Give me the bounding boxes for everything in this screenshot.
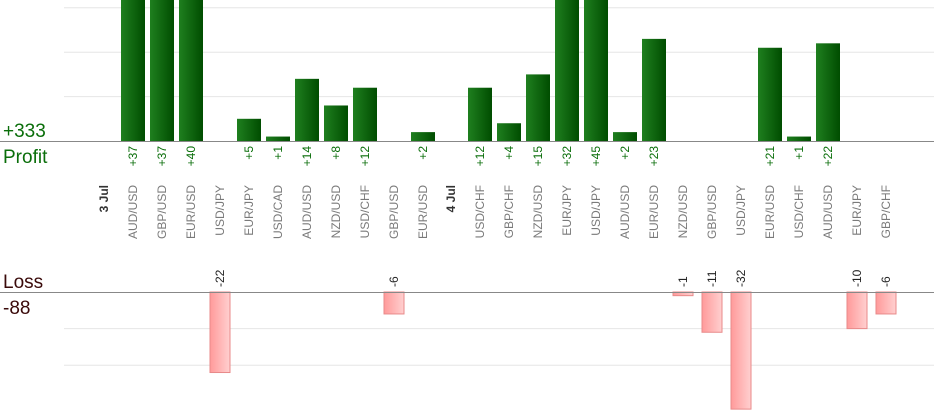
loss-bar xyxy=(383,291,405,315)
category-label: EUR/JPY xyxy=(242,185,256,236)
value-label: +40 xyxy=(184,146,198,167)
profit-bar xyxy=(526,74,550,141)
value-label: +12 xyxy=(358,146,372,167)
value-label: +14 xyxy=(300,146,314,167)
category-label: USD/JPY xyxy=(213,185,227,236)
profit-bar xyxy=(497,123,521,141)
value-label: +37 xyxy=(126,146,140,167)
value-label: +2 xyxy=(416,146,430,160)
category-label: EUR/JPY xyxy=(560,185,574,236)
profit-label: Profit xyxy=(3,147,48,168)
profit-total: +333 xyxy=(3,121,46,142)
profit-bar xyxy=(758,47,782,142)
baselines xyxy=(0,141,934,293)
loss-bar xyxy=(701,291,723,333)
profit-bar xyxy=(150,0,174,141)
loss-bar xyxy=(209,291,231,374)
value-label: +8 xyxy=(329,146,343,160)
category-label: EUR/USD xyxy=(416,185,430,239)
category-label: USD/CHF xyxy=(358,185,372,238)
value-label: +4 xyxy=(502,146,516,160)
category-label: NZD/USD xyxy=(676,185,690,239)
profit-bar xyxy=(295,78,319,141)
profit-bar xyxy=(584,0,608,142)
category-label: USD/CHF xyxy=(792,185,806,238)
profit-bar xyxy=(266,136,290,141)
date-label: 3 Jul xyxy=(97,185,111,212)
category-label: GBP/USD xyxy=(155,185,169,239)
value-label: -32 xyxy=(734,269,748,287)
category-label: USD/JPY xyxy=(589,185,603,236)
profit-bar xyxy=(411,132,435,141)
profit-bar xyxy=(816,43,840,141)
category-label: NZD/USD xyxy=(531,185,545,239)
value-label: +23 xyxy=(647,146,661,167)
profit-bar xyxy=(353,87,377,141)
gridlines xyxy=(64,7,934,366)
category-label: EUR/USD xyxy=(763,185,777,239)
value-label: +5 xyxy=(242,146,256,160)
bars xyxy=(121,0,897,410)
category-label: GBP/CHF xyxy=(502,185,516,238)
value-label: -11 xyxy=(705,270,719,287)
category-label: EUR/JPY xyxy=(850,185,864,236)
loss-label: Loss xyxy=(3,272,43,293)
category-label: EUR/USD xyxy=(184,185,198,239)
category-label: AUD/USD xyxy=(821,185,835,239)
labels: +37 AUD/USD +37 GBP/USD +40 EUR/USD -22 USD/JPY… xyxy=(97,146,893,287)
profit-bar xyxy=(555,0,579,142)
value-label: +15 xyxy=(531,146,545,167)
category-label: GBP/USD xyxy=(705,185,719,239)
value-label: -22 xyxy=(213,269,227,287)
category-label: USD/CHF xyxy=(473,185,487,238)
profit-bar xyxy=(179,0,203,142)
loss-total: -88 xyxy=(3,298,30,319)
profit-bar xyxy=(324,105,348,141)
value-label: +45 xyxy=(589,146,603,167)
value-label: +1 xyxy=(271,146,285,160)
category-label: GBP/CHF xyxy=(879,185,893,238)
value-label: -6 xyxy=(879,276,893,287)
value-label: +37 xyxy=(155,146,169,167)
category-label: NZD/USD xyxy=(329,185,343,239)
loss-bar xyxy=(875,291,897,315)
loss-bar xyxy=(846,291,868,330)
value-label: +21 xyxy=(763,146,777,167)
profit-bar xyxy=(642,38,666,141)
value-label: +22 xyxy=(821,146,835,167)
date-label: 4 Jul xyxy=(444,185,458,212)
category-label: AUD/USD xyxy=(300,185,314,239)
value-label: -1 xyxy=(676,276,690,287)
category-label: AUD/USD xyxy=(126,185,140,239)
value-label: -10 xyxy=(850,269,864,287)
category-label: AUD/USD xyxy=(618,185,632,239)
profit-bar xyxy=(237,118,261,141)
category-label: GBP/USD xyxy=(387,185,401,239)
value-label: +1 xyxy=(792,146,806,160)
category-label: USD/CAD xyxy=(271,185,285,239)
profit-bar xyxy=(121,0,145,141)
loss-bar xyxy=(730,291,752,410)
category-label: EUR/USD xyxy=(647,185,661,239)
value-label: +12 xyxy=(473,146,487,167)
value-label: +32 xyxy=(560,146,574,167)
value-label: +2 xyxy=(618,146,632,160)
profit-bar xyxy=(468,87,492,141)
value-label: -6 xyxy=(387,276,401,287)
profit-bar xyxy=(613,132,637,141)
category-label: USD/JPY xyxy=(734,185,748,236)
profit-bar xyxy=(787,136,811,141)
